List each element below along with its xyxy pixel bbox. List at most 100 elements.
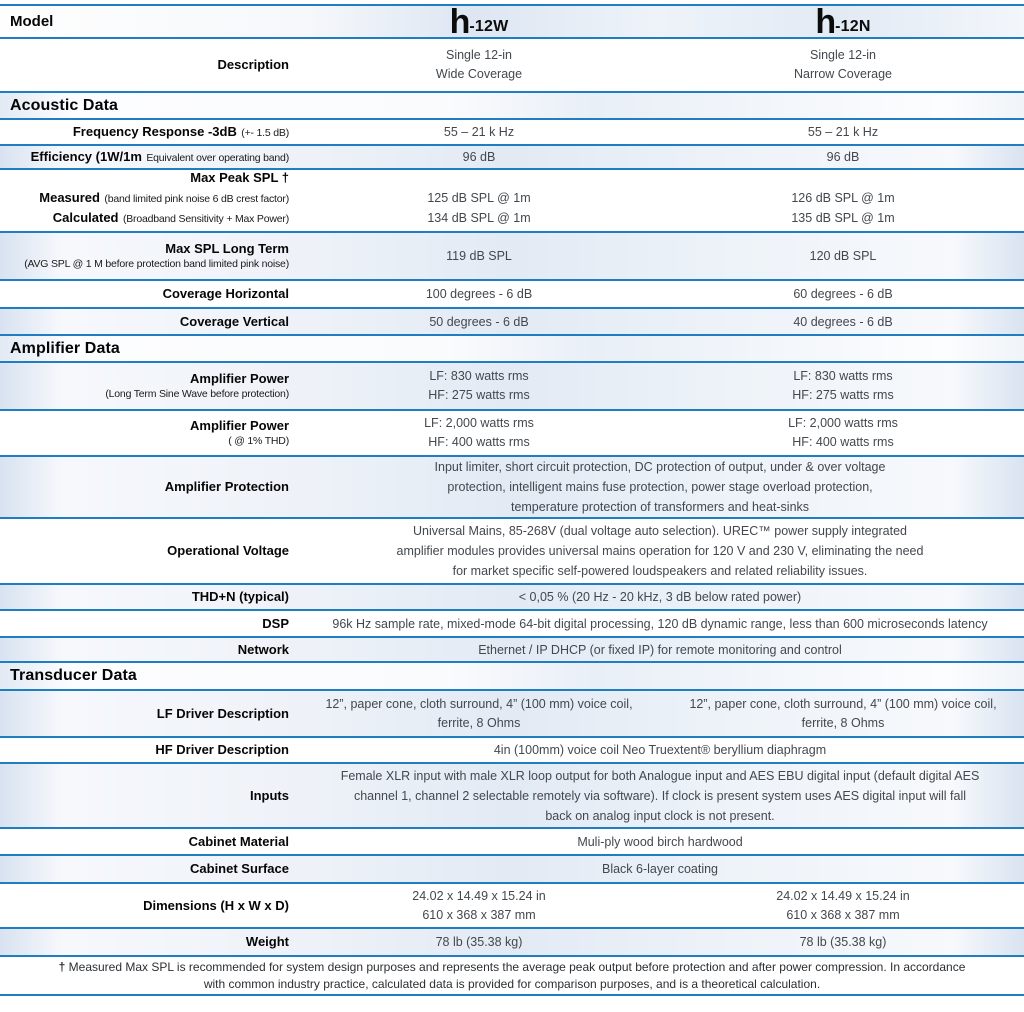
max-peak-spl-value-2-calculated: 135 dB SPL @ 1m [791,211,895,225]
dimensions-label: Dimensions (H x W x D) [143,897,289,913]
inputs-row: Inputs Female XLR input with male XLR lo… [0,764,1024,829]
amplifier-power-long-term-label-cell: Amplifier Power (Long Term Sine Wave bef… [0,371,296,401]
description-value-1-line1: Single 12-in [445,48,512,62]
amplifier-power-thd-value-1-hf: HF: 400 watts rms [428,435,530,449]
dimensions-value-1-in: 24.02 x 14.49 x 15.24 in [412,888,546,903]
product-1-name-cell: h-12W [296,5,662,39]
frequency-response-value-2-text: 55 – 21 k Hz [807,125,879,139]
efficiency-value-1-text: 96 dB [462,150,496,164]
weight-label-cell: Weight [0,933,296,951]
operational-voltage-value-line3: for market specific self-powered loudspe… [452,564,868,578]
amplifier-power-thd-value-2: LF: 2,000 watts rms HF: 400 watts rms [662,414,1024,452]
amplifier-power-thd-label-cell: Amplifier Power ( @ 1% THD) [0,418,296,448]
operational-voltage-value-line1: Universal Mains, 85-268V (dual voltage a… [412,524,907,538]
inputs-label: Inputs [250,787,289,803]
product-1-model-number: -12W [469,17,509,35]
hf-driver-value: 4in (100mm) voice coil Neo Truextent® be… [296,740,1024,760]
dsp-row: DSP 96k Hz sample rate, mixed-mode 64-bi… [0,611,1024,638]
amplifier-protection-value-line1: Input limiter, short circuit protection,… [434,460,886,474]
max-spl-long-term-value-2: 120 dB SPL [662,246,1024,266]
efficiency-value-1: 96 dB [296,147,662,167]
coverage-horizontal-label-cell: Coverage Horizontal [0,285,296,303]
product-2-logo: h-12N [815,5,870,39]
dimensions-value-1-mm: 610 x 368 x 387 mm [422,907,536,922]
amplifier-power-long-term-label-sub: (Long Term Sine Wave before protection) [105,388,289,400]
network-label-cell: Network [0,641,296,659]
lf-driver-value-2-line1: 12”, paper cone, cloth surround, 4” (100… [689,696,997,711]
frequency-response-value-1: 55 – 21 k Hz [296,122,662,142]
max-peak-spl-label: Max Peak SPL † [190,170,289,185]
section-amplifier-title: Amplifier Data [10,339,120,357]
model-header-label: Model [10,12,54,30]
lf-driver-label-cell: LF Driver Description [0,705,296,723]
coverage-vertical-label: Coverage Vertical [179,313,289,329]
max-spl-long-term-label-sub: (AVG SPL @ 1 M before protection band li… [24,258,289,270]
max-spl-long-term-value-1: 119 dB SPL [296,246,662,266]
efficiency-label-cell: Efficiency (1W/1m Equivalent over operat… [0,148,296,166]
section-transducer-data: Transducer Data [0,663,1024,691]
coverage-horizontal-value-1-text: 100 degrees - 6 dB [425,287,533,301]
dimensions-value-2-in: 24.02 x 14.49 x 15.24 in [776,888,910,903]
brand-h-icon: h [449,2,471,41]
amplifier-power-thd-label-sub: ( @ 1% THD) [228,435,289,447]
footnote-row: † Measured Max SPL is recommended for sy… [0,957,1024,996]
amplifier-power-long-term-value-2-hf: HF: 275 watts rms [792,388,894,402]
coverage-horizontal-value-2-text: 60 degrees - 6 dB [793,287,893,301]
amplifier-power-long-term-label: Amplifier Power [190,371,289,386]
footnote-text: † Measured Max SPL is recommended for sy… [0,959,1024,993]
lf-driver-row: LF Driver Description 12”, paper cone, c… [0,691,1024,738]
description-label-cell: Description [0,56,296,74]
cabinet-surface-label: Cabinet Surface [190,861,289,876]
inputs-value-line2: channel 1, channel 2 selectable remotely… [353,788,967,803]
inputs-value-line1: Female XLR input with male XLR loop outp… [340,768,980,783]
max-peak-spl-label-cell: Max Peak SPL † Measured (band limited pi… [0,168,296,231]
max-peak-spl-row: Max Peak SPL † Measured (band limited pi… [0,170,1024,233]
max-spl-long-term-value-1-text: 119 dB SPL [446,249,512,263]
dimensions-label-cell: Dimensions (H x W x D) [0,897,296,915]
amplifier-protection-value-line3: temperature protection of transformers a… [510,500,810,514]
amplifier-protection-value: Input limiter, short circuit protection,… [296,457,1024,517]
weight-value-1-text: 78 lb (35.38 kg) [435,935,523,949]
section-transducer-title: Transducer Data [10,667,137,684]
product-2-name-cell: h-12N [662,5,1024,39]
thd-n-label-cell: THD+N (typical) [0,588,296,606]
amplifier-power-thd-value-1: LF: 2,000 watts rms HF: 400 watts rms [296,414,662,452]
amplifier-power-long-term-value-2-lf: LF: 830 watts rms [793,369,893,383]
product-1-logo: h-12W [450,5,509,39]
cabinet-surface-value-text: Black 6-layer coating [601,862,719,876]
amplifier-power-thd-value-2-lf: LF: 2,000 watts rms [788,416,898,430]
cabinet-material-row: Cabinet Material Muli-ply wood birch har… [0,829,1024,856]
cabinet-material-value: Muli-ply wood birch hardwood [296,832,1024,852]
amplifier-protection-label-cell: Amplifier Protection [0,478,296,496]
max-peak-spl-value-1: 125 dB SPL @ 1m 134 dB SPL @ 1m [296,188,662,231]
amplifier-power-long-term-value-1-lf: LF: 830 watts rms [429,369,529,383]
hf-driver-value-text: 4in (100mm) voice coil Neo Truextent® be… [493,743,827,757]
weight-value-2: 78 lb (35.38 kg) [662,932,1024,952]
hf-driver-label-cell: HF Driver Description [0,741,296,759]
efficiency-label-sub: Equivalent over operating band) [146,152,289,164]
amplifier-protection-row: Amplifier Protection Input limiter, shor… [0,457,1024,519]
max-peak-spl-value-2-measured: 126 dB SPL @ 1m [791,191,895,205]
model-header-label-cell: Model [0,13,296,31]
max-spl-long-term-label: Max SPL Long Term [165,241,289,256]
cabinet-surface-value: Black 6-layer coating [296,859,1024,879]
max-peak-spl-measured-line: Measured (band limited pink noise 6 dB c… [0,188,289,208]
frequency-response-label: Frequency Response -3dB [72,124,237,139]
max-spl-long-term-row: Max SPL Long Term (AVG SPL @ 1 M before … [0,233,1024,281]
operational-voltage-row: Operational Voltage Universal Mains, 85-… [0,519,1024,585]
max-spl-long-term-value-2-text: 120 dB SPL [809,249,877,263]
coverage-horizontal-label: Coverage Horizontal [162,286,289,301]
amplifier-power-thd-value-1-lf: LF: 2,000 watts rms [424,416,534,430]
coverage-vertical-value-2: 40 degrees - 6 dB [662,312,1024,332]
operational-voltage-label-cell: Operational Voltage [0,542,296,560]
dimensions-value-2: 24.02 x 14.49 x 15.24 in 610 x 368 x 387… [662,887,1024,925]
section-acoustic-data: Acoustic Data [0,93,1024,120]
max-peak-spl-measured-sub: (band limited pink noise 6 dB crest fact… [104,193,289,205]
model-header-row: Model h-12W h-12N [0,4,1024,39]
coverage-vertical-value-1-text: 50 degrees - 6 dB [429,314,529,329]
lf-driver-value-1-line2: ferrite, 8 Ohms [437,715,521,730]
lf-driver-value-2: 12”, paper cone, cloth surround, 4” (100… [662,695,1024,733]
max-peak-spl-calculated-label: Calculated [52,210,119,225]
efficiency-value-2: 96 dB [662,147,1024,167]
